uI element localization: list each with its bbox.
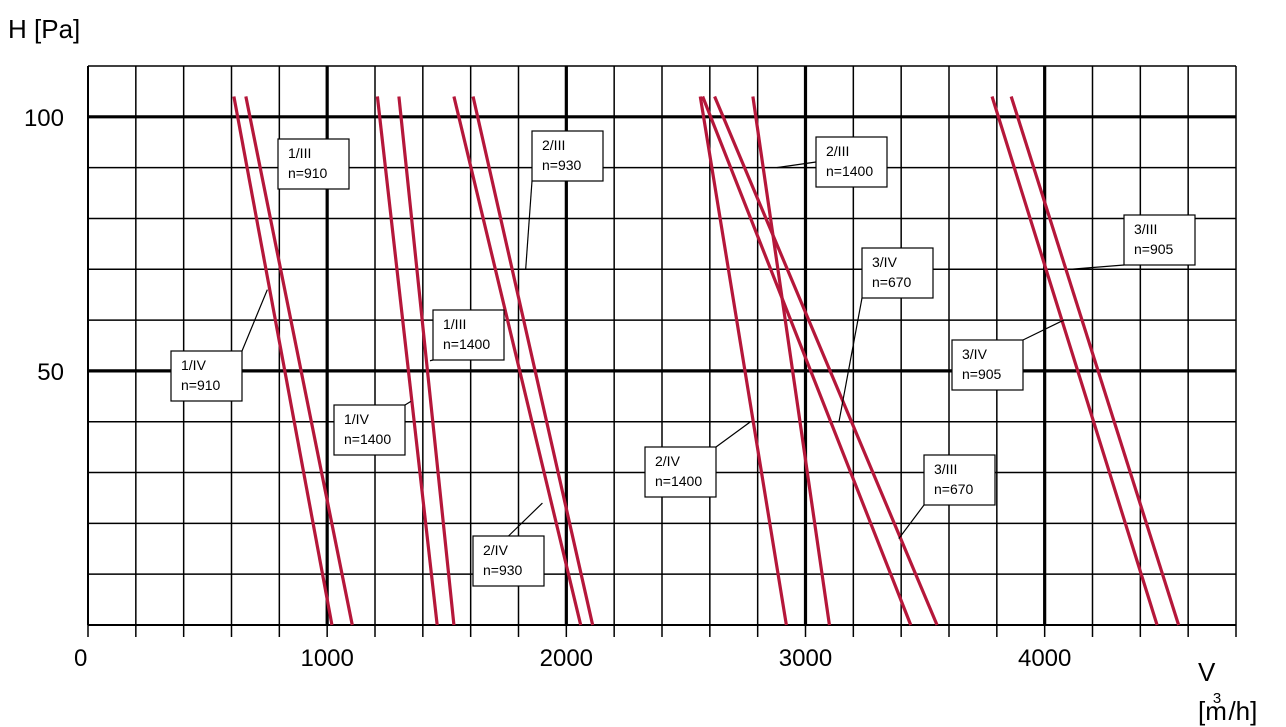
- annotation-label: 1/III: [443, 316, 466, 332]
- annotation-box: [333, 404, 406, 456]
- annotation-box: [531, 130, 604, 182]
- annotation-speed: n=930: [483, 562, 523, 578]
- y-tick-label: 100: [24, 105, 64, 132]
- series-line: [232, 96, 334, 626]
- x-tick-label: 1000: [300, 645, 353, 672]
- annotation-label: 3/IV: [872, 254, 898, 270]
- annotation-leader: [1070, 264, 1125, 270]
- annotation-speed: n=905: [1134, 241, 1174, 257]
- series-line: [471, 96, 595, 626]
- annotation-speed: n=910: [181, 377, 221, 393]
- series-line: [397, 96, 456, 626]
- series-line: [452, 96, 583, 626]
- annotation-leader: [525, 180, 533, 270]
- x-axis-unit-suffix: /h]: [1221, 696, 1257, 726]
- annotation-label: 2/III: [826, 143, 849, 159]
- annotation-leader: [838, 297, 863, 422]
- series-line: [698, 96, 788, 626]
- annotation-label: 2/IV: [655, 453, 681, 469]
- annotation-label: 1/IV: [181, 357, 207, 373]
- series-line: [990, 96, 1159, 626]
- series-line: [375, 96, 439, 626]
- x-tick-label: 3000: [779, 645, 832, 672]
- series-lines: [232, 95, 1181, 626]
- annotation-label: 1/III: [288, 145, 311, 161]
- series-line: [244, 96, 354, 626]
- x-tick-label: 0: [74, 645, 87, 672]
- x-tick-label: 4000: [1018, 645, 1071, 672]
- annotation-label: 2/IV: [483, 542, 509, 558]
- annotation-label: 2/III: [542, 137, 565, 153]
- x-axis-letter: V: [1198, 657, 1216, 687]
- x-tick-label: 2000: [540, 645, 593, 672]
- annotation-box: [277, 138, 350, 190]
- y-axis-title: H [Pa]: [8, 14, 80, 44]
- annotation-speed: n=670: [872, 274, 912, 290]
- series-line: [751, 96, 832, 626]
- annotation-label: 1/IV: [344, 411, 370, 427]
- annotation-box: [923, 454, 996, 506]
- annotation-box: [815, 136, 888, 188]
- x-axis-unit-superscript: 3: [1213, 690, 1221, 707]
- annotation-box: [432, 309, 505, 361]
- x-axis-unit: [m3 /h]: [1198, 690, 1257, 726]
- annotation-speed: n=1400: [655, 473, 702, 489]
- annotation-speed: n=1400: [826, 163, 873, 179]
- annotation-leader: [508, 502, 543, 537]
- annotations: 1/III n=910 1/IV n=910 1/III n=1400 1/IV n=1400…: [170, 130, 1196, 587]
- annotation-leader: [241, 289, 268, 352]
- tick-labels: 0 1000 2000 3000 4000 50 100: [24, 105, 1071, 672]
- x-axis-unit-prefix: [m: [1198, 696, 1227, 726]
- annotation-box: [951, 339, 1024, 391]
- annotation-speed: n=1400: [443, 336, 490, 352]
- annotation-speed: n=910: [288, 165, 328, 181]
- annotation-speed: n=905: [962, 366, 1002, 382]
- annotation-box: [1123, 214, 1196, 266]
- annotation-label: 3/IV: [962, 346, 988, 362]
- annotation-box: [644, 446, 717, 498]
- annotation-label: 3/III: [934, 461, 957, 477]
- annotation-label: 3/III: [1134, 221, 1157, 237]
- annotation-box: [861, 247, 934, 299]
- annotation-speed: n=930: [542, 157, 582, 173]
- series-line: [701, 95, 913, 626]
- annotation-leader: [715, 421, 751, 448]
- annotation-leader: [1022, 319, 1065, 341]
- annotation-leader: [776, 161, 817, 169]
- annotation-leader: [898, 504, 925, 539]
- annotation-box: [170, 350, 243, 402]
- y-tick-label: 50: [37, 359, 64, 386]
- annotation-box: [472, 535, 545, 587]
- annotation-speed: n=670: [934, 481, 974, 497]
- grid: [87, 65, 1237, 637]
- annotation-leader: [404, 400, 412, 406]
- series-line: [1009, 96, 1181, 626]
- annotation-speed: n=1400: [344, 431, 391, 447]
